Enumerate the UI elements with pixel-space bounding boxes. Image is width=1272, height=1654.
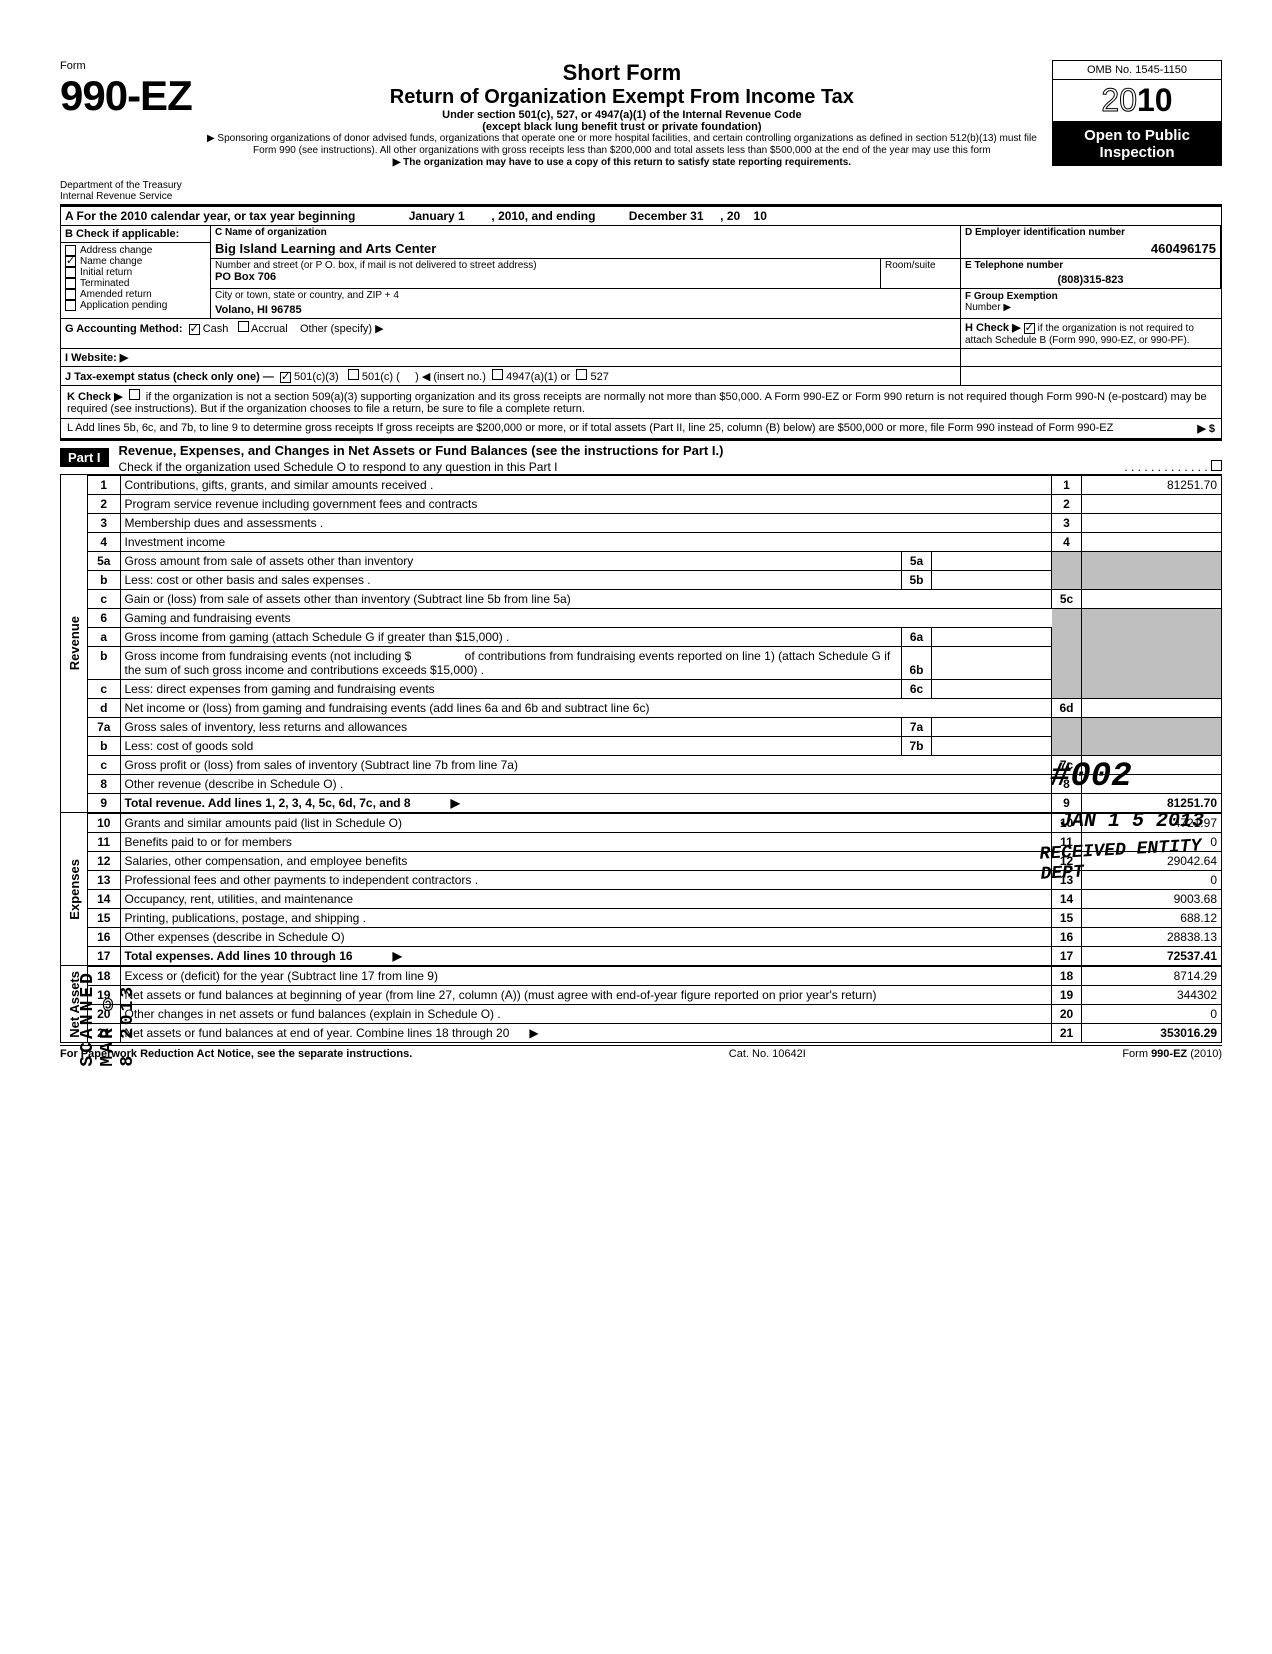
f-number: Number ▶ <box>965 302 1217 313</box>
part-i-check: Check if the organization used Schedule … <box>119 460 558 474</box>
form-word: Form <box>60 60 86 72</box>
e-label: E Telephone number <box>961 259 1220 272</box>
cb-h[interactable] <box>1024 323 1035 334</box>
cb-501c[interactable] <box>348 369 359 380</box>
part-i-header: Part I Revenue, Expenses, and Changes in… <box>60 439 1222 475</box>
open-public: Open to Public Inspection <box>1052 122 1222 166</box>
cb-name-change[interactable] <box>65 256 76 267</box>
title-copy: ▶ The organization may have to use a cop… <box>200 157 1044 169</box>
tax-year: 2010 <box>1052 80 1222 122</box>
part-i-title: Revenue, Expenses, and Changes in Net As… <box>115 441 1222 460</box>
stamp-scanned: SCANNED MAR © 8 2013 <box>78 970 138 1067</box>
h-label: H Check ▶ <box>965 322 1021 334</box>
cb-amended[interactable] <box>65 289 76 300</box>
omb-number: OMB No. 1545-1150 <box>1052 60 1222 80</box>
title-under: Under section 501(c), 527, or 4947(a)(1)… <box>200 109 1044 121</box>
section-header-block: A For the 2010 calendar year, or tax yea… <box>60 206 1222 439</box>
title-except: (except black lung benefit trust or priv… <box>200 121 1044 133</box>
cb-pending[interactable] <box>65 300 76 311</box>
j-label: J Tax-exempt status (check only one) — <box>65 371 274 383</box>
street-label: Number and street (or P O. box, if mail … <box>215 260 876 271</box>
i-label: I Website: ▶ <box>65 352 128 364</box>
revenue-section: Revenue 1Contributions, gifts, grants, a… <box>60 475 1222 813</box>
right-boxes: OMB No. 1545-1150 2010 Open to Public In… <box>1052 60 1222 166</box>
cb-cash[interactable] <box>189 324 200 335</box>
l-block: L Add lines 5b, 6c, and 7b, to line 9 to… <box>61 419 1221 438</box>
city-label: City or town, state or country, and ZIP … <box>211 289 960 302</box>
cb-initial-return[interactable] <box>65 267 76 278</box>
form-number-box: Form 990-EZ Department of the Treasury I… <box>60 60 192 202</box>
footer-right: Form 990-EZ (2010) <box>1122 1048 1222 1060</box>
d-label: D Employer identification number <box>961 226 1220 239</box>
form-number: 990-EZ <box>60 72 192 120</box>
form-header: Form 990-EZ Department of the Treasury I… <box>60 60 1222 202</box>
side-revenue: Revenue <box>67 616 82 670</box>
street: PO Box 706 <box>215 271 876 283</box>
g-label: G Accounting Method: <box>65 323 183 335</box>
dept-treasury: Department of the Treasury Internal Reve… <box>60 180 182 202</box>
title-sponsor: ▶ Sponsoring organizations of donor advi… <box>200 133 1044 157</box>
title-main: Short Form <box>200 60 1044 86</box>
phone: (808)315-823 <box>961 272 1220 288</box>
footer-mid: Cat. No. 10642I <box>729 1048 806 1060</box>
f-label: F Group Exemption <box>965 291 1217 302</box>
expenses-section: Expenses 10Grants and similar amounts pa… <box>60 813 1222 966</box>
cb-k[interactable] <box>129 389 140 400</box>
org-name: Big Island Learning and Arts Center <box>211 239 960 258</box>
line-a: A For the 2010 calendar year, or tax yea… <box>61 207 1221 226</box>
stamp-number: #002 <box>1050 758 1132 796</box>
k-block: K Check ▶ if the organization is not a s… <box>61 386 1221 419</box>
footer: For Paperwork Reduction Act Notice, see … <box>60 1045 1222 1060</box>
title-sub: Return of Organization Exempt From Incom… <box>200 86 1044 109</box>
cb-527[interactable] <box>576 369 587 380</box>
c-label: C Name of organization <box>211 226 960 239</box>
stamp-date: JAN 1 5 2013 <box>1060 810 1204 833</box>
cb-accrual[interactable] <box>238 321 249 332</box>
cb-terminated[interactable] <box>65 278 76 289</box>
b-label: B Check if applicable: <box>61 226 210 243</box>
part-i-label: Part I <box>60 448 109 467</box>
cb-4947[interactable] <box>492 369 503 380</box>
netassets-section: Net Assets 18Excess or (deficit) for the… <box>60 966 1222 1043</box>
side-expenses: Expenses <box>67 859 82 920</box>
cb-schedule-o[interactable] <box>1211 460 1222 471</box>
ein: 460496175 <box>961 239 1220 258</box>
title-center: Short Form Return of Organization Exempt… <box>200 60 1044 169</box>
cb-501c3[interactable] <box>280 372 291 383</box>
city: Volano, HI 96785 <box>211 302 960 318</box>
room-label: Room/suite <box>880 259 960 288</box>
